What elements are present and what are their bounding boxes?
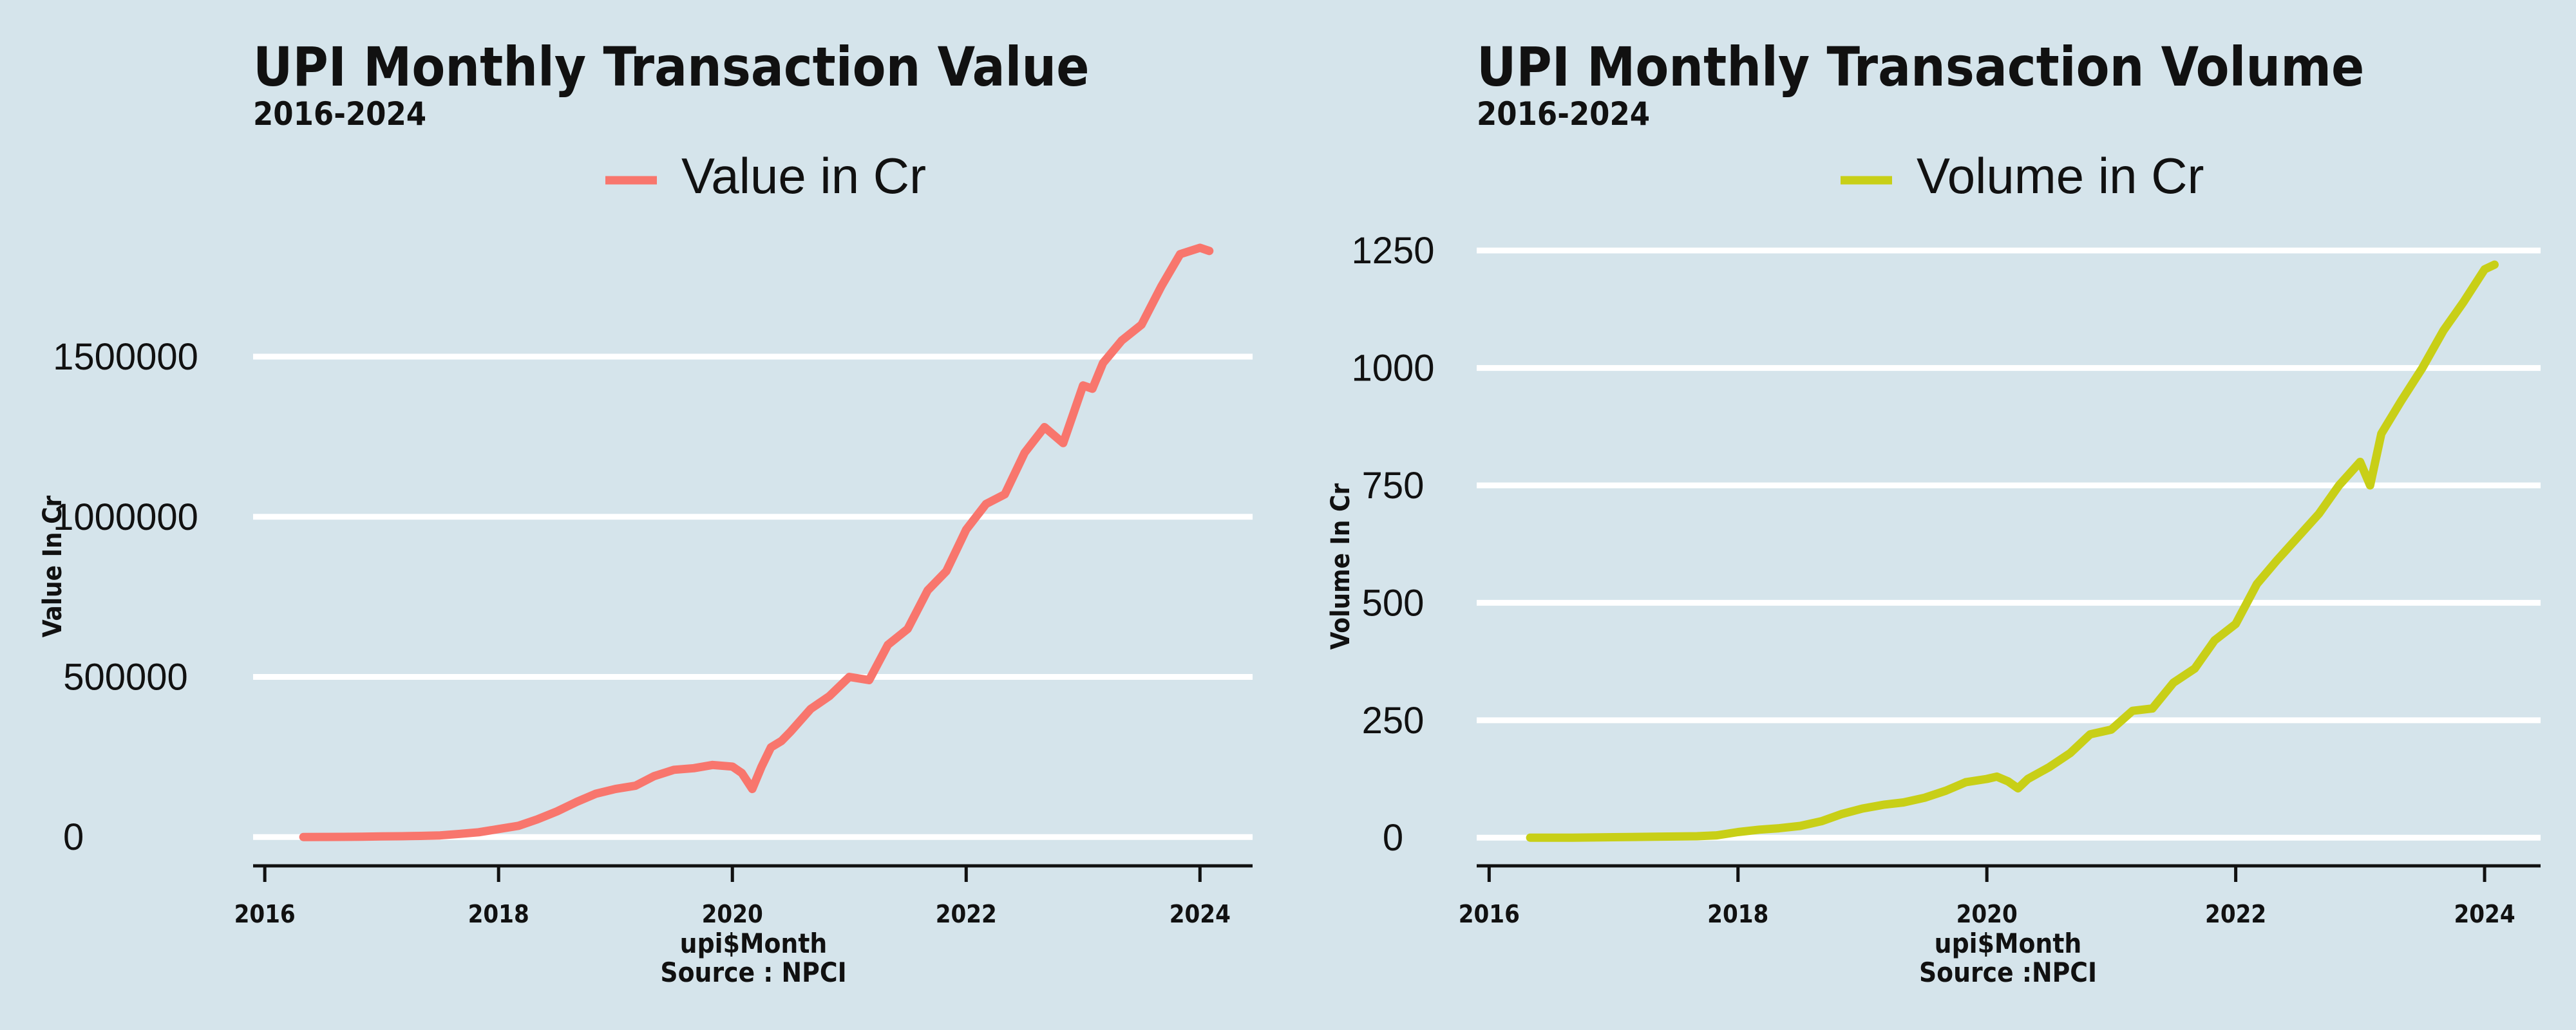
y-tick-label: 1000000: [53, 496, 198, 538]
x-tick-label: 2016: [234, 900, 296, 928]
y-tick-labels: 0 250 500 750 1000 1250: [1351, 230, 1434, 859]
y-axis-label: Volume In Cr: [1326, 483, 1356, 650]
x-tick-label: 2022: [936, 900, 997, 928]
chart-title: UPI Monthly Transaction Value: [253, 35, 1090, 98]
x-axis-label: upi$Month: [680, 928, 828, 959]
volume-chart-panel: UPI Monthly Transaction Volume 2016-2024…: [1326, 35, 2541, 988]
y-tick-label: 750: [1362, 465, 1425, 507]
x-tick-label: 2022: [2205, 900, 2266, 928]
legend: Volume in Cr: [1841, 147, 2204, 204]
y-tick-label: 0: [63, 816, 84, 858]
y-tick-labels: 0 500000 1000000 1500000: [53, 336, 198, 858]
value-chart-panel: UPI Monthly Transaction Value 2016-2024 …: [38, 35, 1253, 988]
legend: Value in Cr: [605, 147, 926, 204]
x-tick-label: 2024: [2454, 900, 2515, 928]
chart-title: UPI Monthly Transaction Volume: [1477, 35, 2364, 98]
chart-subtitle: 2016-2024: [253, 95, 426, 133]
x-tick-label: 2024: [1170, 900, 1231, 928]
x-tick-label: 2018: [1707, 900, 1768, 928]
legend-label: Value in Cr: [681, 147, 926, 204]
series-line-value: [299, 243, 1214, 841]
x-axis-label: upi$Month: [1935, 928, 2082, 959]
series-line-volume: [1526, 260, 2499, 842]
y-tick-label: 1000: [1351, 348, 1434, 389]
x-tick-label: 2020: [702, 900, 763, 928]
y-tick-label: 1500000: [53, 336, 198, 378]
y-axis-label: Value In Cr: [38, 496, 68, 638]
chart-subtitle: 2016-2024: [1477, 95, 1650, 133]
x-ticks: 2016 2018 2020 2022 2024: [1459, 866, 2515, 928]
y-tick-label: 1250: [1351, 230, 1434, 272]
legend-label: Volume in Cr: [1917, 147, 2204, 204]
y-tick-label: 0: [1383, 817, 1403, 859]
y-tick-label: 500: [1362, 582, 1425, 624]
chart-caption: Source :NPCI: [1919, 957, 2097, 988]
x-tick-label: 2020: [1956, 900, 2018, 928]
y-tick-label: 250: [1362, 700, 1425, 742]
x-tick-label: 2016: [1459, 900, 1520, 928]
x-tick-label: 2018: [468, 900, 529, 928]
y-tick-label: 500000: [63, 656, 188, 698]
chart-caption: Source : NPCI: [660, 957, 846, 988]
x-ticks: 2016 2018 2020 2022 2024: [234, 866, 1231, 928]
